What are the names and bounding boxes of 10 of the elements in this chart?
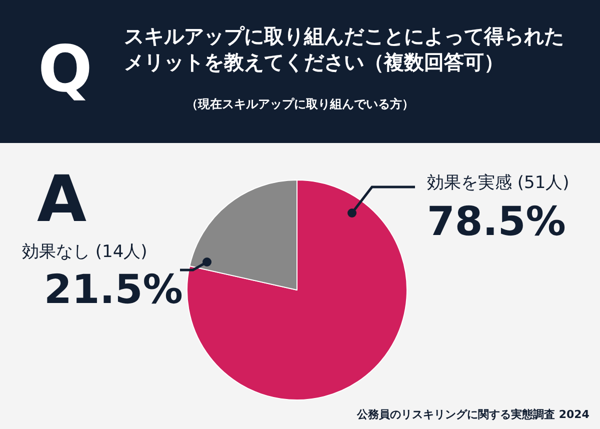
text: A bbox=[37, 163, 87, 237]
text: Q bbox=[38, 33, 92, 107]
pie-slice bbox=[186, 180, 408, 400]
data-label: 78.5% bbox=[427, 199, 566, 245]
text: 公務員のリスキリングに関する実態調査 2024 bbox=[356, 408, 590, 421]
chart-title: スキルアップに取り組んだことによって得られたメリットを教えてください（複数回答可） bbox=[124, 24, 564, 74]
data-label: 21.5% bbox=[44, 267, 183, 313]
chart-subtitle: （現在スキルアップに取り組んでいる方） bbox=[186, 97, 414, 111]
slice-label: 効果なし (14人) bbox=[22, 242, 148, 262]
slice-label: 効果を実感 (51人) bbox=[427, 173, 570, 193]
